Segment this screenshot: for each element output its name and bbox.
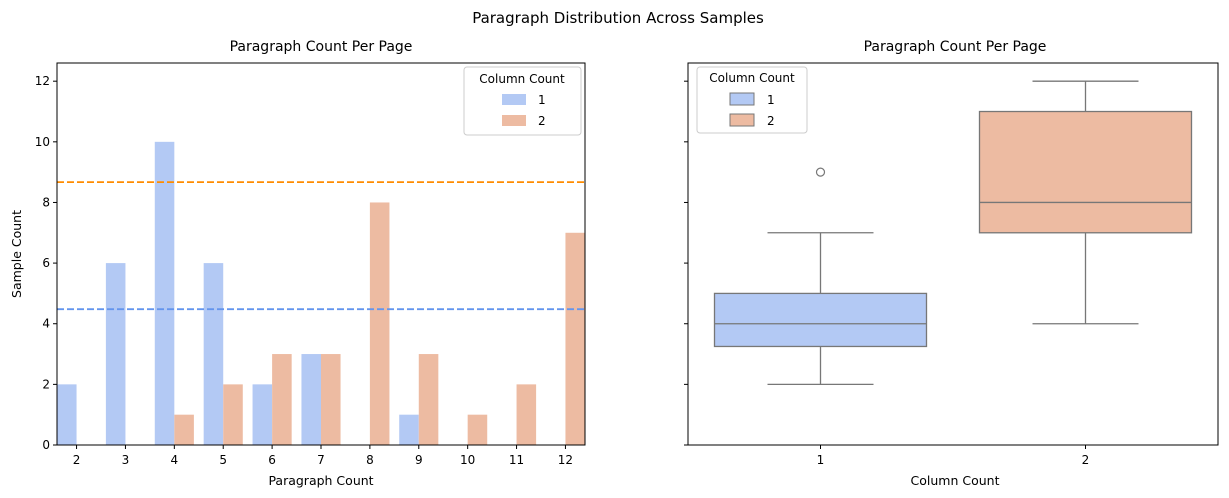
- bar-series-2-9: [418, 354, 439, 445]
- bar-chart-legend-label-1: 1: [538, 93, 546, 107]
- y-tick-label: 12: [35, 74, 50, 88]
- x-tick-label: 2: [1082, 453, 1090, 467]
- box-2: [978, 80, 1193, 325]
- iqr-box: [713, 292, 928, 348]
- box-plot-legend-title: Column Count: [709, 71, 795, 85]
- box-plot-x-label: Column Count: [911, 473, 1000, 488]
- x-tick-label: 7: [317, 453, 325, 467]
- bar-chart-title: Paragraph Count Per Page: [230, 39, 413, 55]
- bar-series-1-3: [105, 263, 126, 445]
- iqr-box: [978, 110, 1193, 234]
- box-plot-marks: [713, 80, 1193, 386]
- x-tick-label: 2: [73, 453, 81, 467]
- bar-series-2-4: [174, 414, 194, 445]
- x-tick-label: 5: [219, 453, 227, 467]
- box-plot-legend-swatch-1: [729, 92, 755, 106]
- y-tick-label: 0: [42, 438, 50, 452]
- bar-chart-y-ticks: 0 2 4 6 8 10 12: [35, 74, 57, 452]
- x-tick-label: 4: [171, 453, 179, 467]
- bar-chart-y-label: Sample Count: [9, 210, 24, 298]
- x-tick-label: 3: [122, 453, 130, 467]
- box-plot-legend-label-1: 1: [767, 93, 775, 107]
- bar-chart-legend-swatch-2: [502, 115, 526, 126]
- bar-series-1-7: [301, 354, 321, 445]
- bar-chart-legend-label-2: 2: [538, 114, 546, 128]
- bar-series-2-7: [321, 354, 341, 445]
- x-tick-label: 9: [415, 453, 423, 467]
- x-tick-label: 8: [366, 453, 374, 467]
- bar-series-2-5: [223, 384, 243, 445]
- bar-series-1-2: [57, 384, 77, 445]
- figure-suptitle: Paragraph Distribution Across Samples: [472, 9, 764, 27]
- bar-chart-legend-title: Column Count: [479, 72, 565, 86]
- bar-series-2-6: [272, 354, 292, 445]
- outlier-point: [815, 167, 826, 177]
- y-tick-label: 4: [42, 317, 50, 331]
- x-tick-label: 11: [509, 453, 524, 467]
- box-plot-y-ticks: [684, 80, 688, 446]
- box-plot-legend-swatch-2: [729, 113, 755, 127]
- box-plot-frame: [687, 62, 1219, 446]
- bar-chart-x-label: Paragraph Count: [268, 473, 373, 488]
- bar-chart-legend: Column Count 1 2: [463, 66, 582, 136]
- bar-series-2-10: [467, 414, 488, 445]
- bar-series-1-6: [252, 384, 273, 445]
- bar-series-1-9: [399, 414, 419, 445]
- x-tick-label: 1: [817, 453, 825, 467]
- x-tick-label: 10: [460, 453, 475, 467]
- x-tick-label: 6: [268, 453, 276, 467]
- y-tick-label: 8: [42, 195, 50, 209]
- bar-chart-legend-swatch-1: [502, 94, 526, 105]
- box-plot-legend: Column Count 1 2: [696, 66, 808, 134]
- y-tick-label: 2: [42, 377, 50, 391]
- y-tick-label: 10: [35, 135, 50, 149]
- box-plot-title: Paragraph Count Per Page: [864, 39, 1047, 55]
- bar-series-1-4: [154, 141, 175, 446]
- y-tick-label: 6: [42, 256, 50, 270]
- box-plot-legend-label-2: 2: [767, 114, 775, 128]
- bar-chart-marks: [57, 141, 585, 446]
- bar-series-2-8: [369, 202, 390, 445]
- x-tick-label: 12: [558, 453, 573, 467]
- bar-series-2-11: [516, 384, 537, 445]
- bar-series-1-5: [203, 263, 224, 445]
- bar-series-2-12: [565, 232, 585, 445]
- box-1: [713, 167, 928, 386]
- bar-chart-x-ticks: 2 3 4 5 6 7 8 9 10 11 12: [73, 445, 573, 467]
